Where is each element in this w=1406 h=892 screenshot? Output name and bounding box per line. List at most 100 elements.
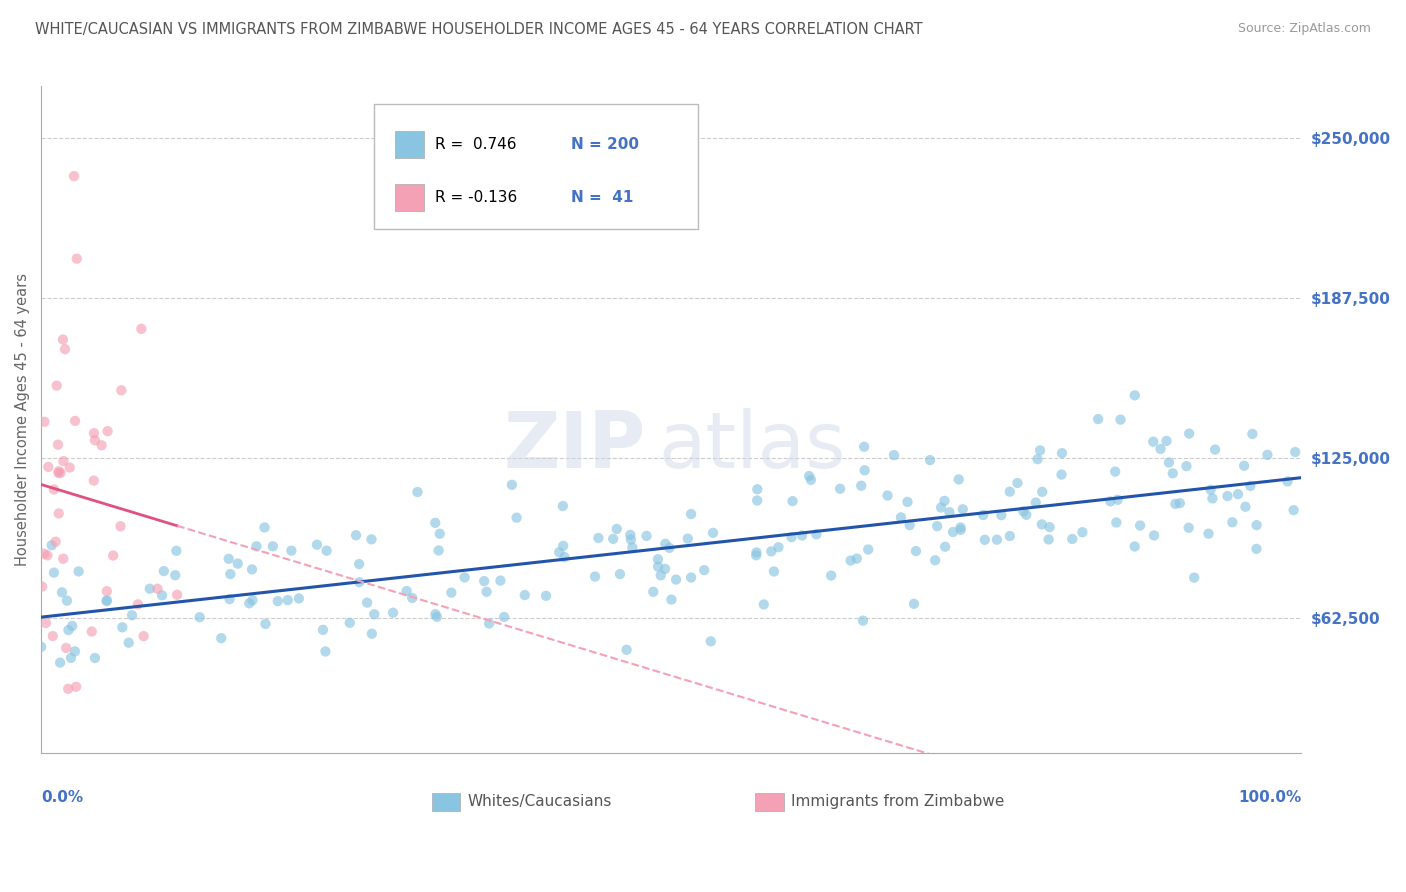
Point <box>998 484 1021 499</box>
Point <box>406 485 429 500</box>
Point <box>218 551 240 566</box>
Point <box>472 574 495 588</box>
Point <box>858 542 880 557</box>
Point <box>650 568 672 582</box>
Point <box>339 615 361 630</box>
Point <box>654 562 676 576</box>
Point <box>31 580 53 594</box>
Point <box>118 636 141 650</box>
Point <box>139 582 162 596</box>
Point <box>658 541 681 555</box>
Point <box>952 502 974 516</box>
Point <box>1015 508 1038 522</box>
Point <box>1099 494 1122 508</box>
Point <box>42 483 65 497</box>
Point <box>245 539 267 553</box>
Point <box>609 567 631 582</box>
Point <box>30 640 52 654</box>
Text: 0.0%: 0.0% <box>41 789 83 805</box>
Point <box>1204 442 1226 457</box>
Point <box>1164 497 1187 511</box>
Point <box>647 559 669 574</box>
Text: WHITE/CAUCASIAN VS IMMIGRANTS FROM ZIMBABWE HOUSEHOLDER INCOME AGES 45 - 64 YEAR: WHITE/CAUCASIAN VS IMMIGRANTS FROM ZIMBA… <box>35 22 922 37</box>
Point <box>853 440 876 454</box>
Point <box>253 520 276 534</box>
Point <box>48 466 70 480</box>
Text: Immigrants from Zimbabwe: Immigrants from Zimbabwe <box>790 795 1004 809</box>
Point <box>440 585 463 599</box>
Point <box>990 508 1012 523</box>
Point <box>768 541 790 555</box>
Point <box>1168 496 1191 510</box>
Point <box>1012 504 1035 518</box>
Point <box>52 333 75 347</box>
Point <box>356 596 378 610</box>
Point <box>904 544 927 558</box>
Point <box>360 626 382 640</box>
Point <box>1050 446 1073 460</box>
Point <box>37 459 59 474</box>
Point <box>52 551 75 566</box>
Point <box>55 640 77 655</box>
Point <box>60 619 83 633</box>
Y-axis label: Householder Income Ages 45 - 64 years: Householder Income Ages 45 - 64 years <box>15 273 30 566</box>
Point <box>780 530 803 544</box>
Point <box>165 543 187 558</box>
Point <box>150 588 173 602</box>
Point <box>1123 540 1146 554</box>
Point <box>165 568 187 582</box>
Point <box>505 510 527 524</box>
Point <box>1031 484 1053 499</box>
Point <box>146 582 169 596</box>
Point <box>1156 434 1178 448</box>
Point <box>425 516 447 530</box>
Point <box>262 539 284 553</box>
Point <box>513 588 536 602</box>
Point <box>58 623 80 637</box>
Point <box>166 588 188 602</box>
Point <box>929 500 952 515</box>
Text: atlas: atlas <box>658 409 846 484</box>
Point <box>314 644 336 658</box>
Point <box>790 528 813 542</box>
Point <box>800 473 823 487</box>
Point <box>382 606 405 620</box>
Point <box>702 525 724 540</box>
Point <box>97 424 120 438</box>
Point <box>745 549 768 563</box>
Point <box>1129 518 1152 533</box>
Point <box>1039 520 1062 534</box>
Point <box>1149 442 1171 456</box>
Point <box>606 522 628 536</box>
Point <box>948 472 970 486</box>
Point <box>1178 426 1201 441</box>
Point <box>903 597 925 611</box>
Point <box>551 499 574 513</box>
Point <box>620 533 643 547</box>
Point <box>700 634 723 648</box>
Point <box>1123 388 1146 402</box>
Point <box>305 538 328 552</box>
Point <box>1062 532 1084 546</box>
Text: Source: ZipAtlas.com: Source: ZipAtlas.com <box>1237 22 1371 36</box>
Point <box>973 533 995 547</box>
Point <box>344 528 367 542</box>
Text: R =  0.746: R = 0.746 <box>434 136 516 152</box>
Point <box>1025 495 1047 509</box>
Point <box>1220 515 1243 529</box>
Point <box>48 507 70 521</box>
Point <box>820 568 842 582</box>
Point <box>588 531 610 545</box>
Point <box>1143 528 1166 542</box>
Point <box>45 534 67 549</box>
Point <box>934 494 956 508</box>
Point <box>681 570 703 584</box>
Point <box>665 573 688 587</box>
Point <box>998 529 1021 543</box>
Point <box>238 596 260 610</box>
Point <box>647 552 669 566</box>
Point <box>1104 465 1126 479</box>
Point <box>49 466 72 480</box>
Point <box>1107 492 1129 507</box>
Text: Whites/Caucasians: Whites/Caucasians <box>467 795 612 809</box>
